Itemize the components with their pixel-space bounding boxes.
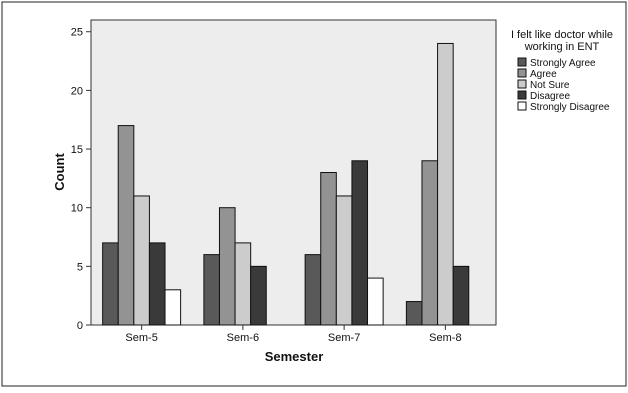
legend-title-line-1: I felt like doctor while xyxy=(511,29,613,41)
x-tick-label: Sem-6 xyxy=(227,332,259,344)
x-tick-label: Sem-8 xyxy=(429,332,461,344)
x-axis: Sem-5 Sem-6 Sem-7 Sem-8 xyxy=(125,325,462,344)
y-tick-label: 5 xyxy=(77,261,83,273)
bar xyxy=(351,160,369,326)
y-tick-label: 25 xyxy=(71,27,83,39)
y-axis: 0 5 10 15 20 25 xyxy=(71,27,91,332)
legend-swatch xyxy=(517,90,527,100)
legend-swatch xyxy=(517,68,527,78)
bar xyxy=(203,254,220,326)
bar xyxy=(452,265,470,326)
legend-label: Not Sure xyxy=(530,80,570,91)
bar xyxy=(164,289,182,326)
y-tick-label: 10 xyxy=(71,203,83,215)
legend-title-line-2: working in ENT xyxy=(524,41,600,53)
x-tick-label: Sem-7 xyxy=(328,332,360,344)
legend: I felt like doctor while working in ENT … xyxy=(511,29,613,113)
bar xyxy=(405,301,423,326)
x-axis-title: Semester xyxy=(265,349,324,364)
legend-swatch xyxy=(517,57,527,67)
legend-swatch xyxy=(517,101,527,111)
legend-label: Agree xyxy=(530,69,557,80)
bar xyxy=(335,195,353,326)
bar xyxy=(148,242,166,326)
legend-swatch xyxy=(517,79,527,89)
bars-layer xyxy=(102,42,470,326)
x-tick-label: Sem-5 xyxy=(125,332,157,344)
legend-label: Disagree xyxy=(530,91,570,102)
bar xyxy=(102,242,119,326)
y-tick-label: 15 xyxy=(71,144,83,156)
bar xyxy=(320,172,337,326)
y-tick-label: 20 xyxy=(71,85,83,97)
legend-label: Strongly Agree xyxy=(530,58,596,69)
bar xyxy=(218,207,236,326)
bar xyxy=(367,277,384,326)
bar xyxy=(234,242,252,326)
legend-label: Strongly Disagree xyxy=(530,102,610,113)
y-tick-label: 0 xyxy=(77,320,83,332)
bar xyxy=(437,42,454,326)
bar xyxy=(133,195,150,326)
bar xyxy=(304,254,322,326)
y-axis-title: Count xyxy=(52,153,67,191)
bar xyxy=(250,265,267,326)
bar xyxy=(421,160,439,326)
bar xyxy=(117,125,135,326)
